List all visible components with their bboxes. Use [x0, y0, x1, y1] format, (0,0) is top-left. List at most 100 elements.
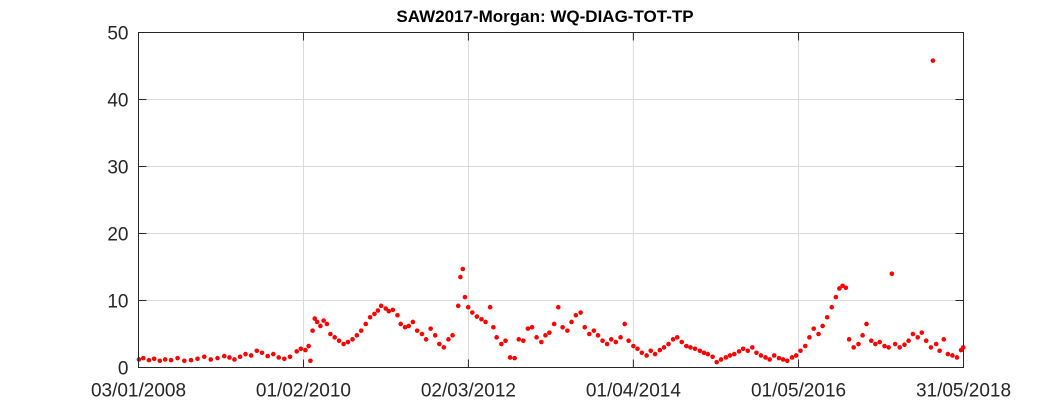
data-point: [423, 337, 429, 342]
data-point: [270, 351, 276, 357]
x-tick-label: 02/03/2012: [421, 381, 516, 402]
data-point: [479, 316, 484, 322]
data-point: [688, 345, 693, 350]
data-point: [534, 335, 539, 340]
data-point: [402, 325, 408, 330]
points-layer: [136, 58, 966, 365]
data-point: [798, 348, 803, 354]
data-point: [503, 338, 508, 344]
data-point: [318, 323, 323, 329]
data-point: [474, 314, 480, 319]
data-point: [692, 346, 698, 352]
data-point: [395, 312, 400, 318]
x-tick-label: 01/04/2014: [586, 381, 682, 402]
data-point: [587, 331, 592, 337]
data-point: [547, 330, 552, 335]
data-point: [833, 294, 839, 300]
data-point: [308, 358, 313, 364]
y-tick-label: 20: [107, 225, 128, 246]
data-point: [882, 343, 887, 349]
data-point: [254, 348, 260, 354]
data-point: [666, 341, 671, 347]
data-point: [494, 335, 499, 340]
data-point: [780, 357, 786, 362]
data-point: [701, 350, 707, 356]
data-point: [363, 321, 369, 327]
data-point: [175, 355, 180, 361]
data-point: [710, 354, 715, 360]
data-point: [910, 331, 916, 337]
x-tick-label: 31/05/2018: [916, 381, 1011, 402]
data-point: [310, 328, 315, 333]
data-point: [162, 357, 168, 362]
data-point: [491, 325, 496, 330]
data-point: [727, 353, 733, 358]
data-point: [657, 347, 663, 353]
data-point: [507, 355, 513, 360]
data-point: [446, 337, 451, 342]
data-point: [354, 333, 360, 338]
data-point: [950, 353, 955, 358]
data-point: [282, 356, 287, 362]
data-point: [811, 326, 817, 331]
data-point: [928, 345, 934, 350]
data-point: [551, 321, 557, 327]
tick-layer: 0 10 20 30 40 50 03/01/2008 01/02/2010 02/03/201…: [91, 24, 1011, 402]
data-point: [215, 355, 220, 361]
data-point: [437, 341, 442, 347]
data-point: [873, 341, 878, 347]
data-point: [462, 294, 468, 300]
data-point: [846, 337, 852, 342]
data-point: [367, 314, 373, 320]
data-point: [512, 355, 517, 361]
data-point: [631, 343, 636, 349]
data-point: [889, 271, 895, 277]
data-point: [181, 358, 187, 364]
data-point: [208, 357, 214, 362]
data-point: [892, 341, 898, 347]
data-point: [824, 314, 830, 320]
data-point: [151, 356, 157, 362]
data-point: [398, 321, 403, 327]
data-point: [298, 346, 304, 352]
data-point: [793, 353, 799, 358]
data-point: [897, 345, 902, 350]
data-point: [221, 353, 227, 359]
data-point: [816, 331, 821, 337]
data-point: [635, 346, 640, 352]
data-point: [560, 325, 565, 330]
data-point: [763, 355, 768, 360]
data-point: [383, 306, 389, 311]
data-point: [784, 358, 790, 364]
data-point: [232, 357, 237, 362]
data-point: [441, 345, 447, 350]
data-point: [487, 304, 493, 310]
data-point: [432, 333, 438, 338]
data-point: [851, 345, 856, 350]
data-point: [933, 341, 939, 347]
data-point: [754, 350, 759, 356]
data-point: [723, 355, 729, 360]
x-tick-label: 01/02/2010: [256, 381, 351, 402]
data-point: [188, 357, 194, 363]
data-point: [372, 311, 377, 317]
data-point: [458, 274, 463, 280]
data-point: [736, 349, 742, 354]
data-point: [237, 354, 243, 360]
data-point: [157, 358, 163, 364]
data-point: [697, 348, 703, 354]
data-point: [516, 337, 522, 342]
data-point: [350, 337, 355, 342]
x-tick-label: 01/05/2016: [751, 381, 846, 402]
data-point: [386, 308, 392, 314]
data-point: [954, 355, 960, 360]
data-point: [945, 351, 951, 357]
data-point: [341, 341, 346, 347]
y-tick-label: 50: [107, 24, 128, 45]
data-point: [600, 338, 605, 344]
data-point: [750, 345, 755, 350]
data-point: [569, 319, 574, 325]
data-point: [622, 321, 627, 327]
data-point: [613, 339, 619, 345]
data-point: [555, 304, 561, 310]
